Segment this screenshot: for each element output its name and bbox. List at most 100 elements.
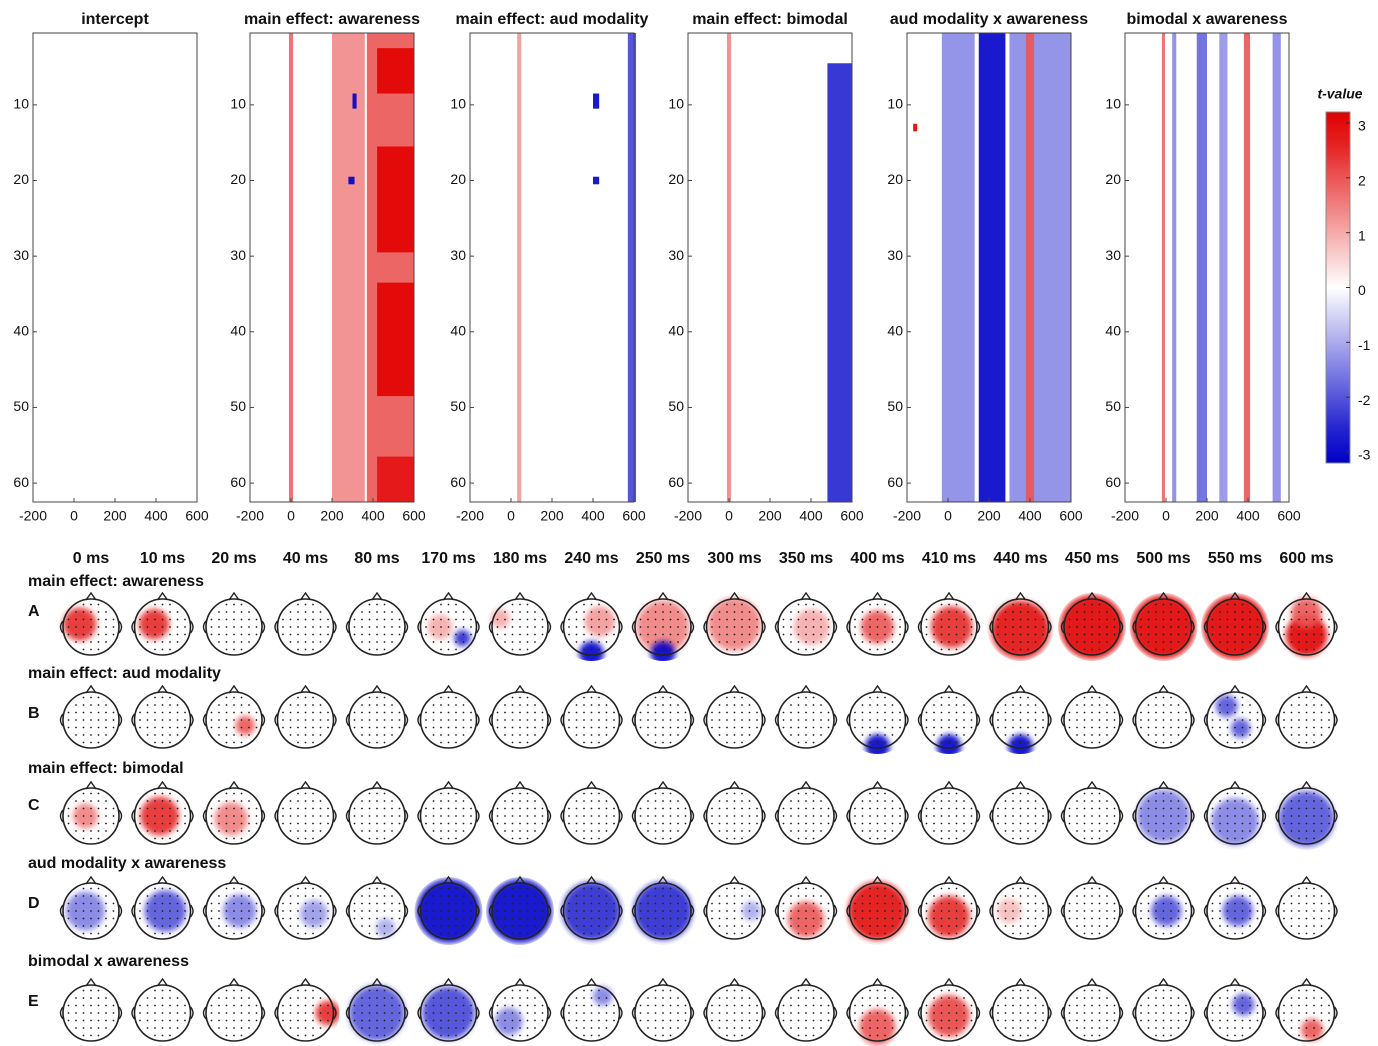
ears xyxy=(59,904,123,918)
topomap xyxy=(936,734,962,754)
electrodes xyxy=(568,603,615,651)
ears xyxy=(417,904,480,918)
head xyxy=(562,984,621,1042)
electrodes xyxy=(1140,887,1187,935)
electrodes xyxy=(425,887,472,935)
topomap xyxy=(1215,695,1251,739)
nose xyxy=(1014,591,1027,601)
topomap xyxy=(636,600,690,661)
nose xyxy=(728,875,741,885)
nose xyxy=(943,875,955,885)
electrodes xyxy=(282,696,329,744)
nose xyxy=(156,780,169,790)
activation-blob xyxy=(1211,798,1259,846)
head xyxy=(991,691,1050,749)
electrodes xyxy=(568,989,615,1037)
cluster xyxy=(352,93,357,109)
electrodes xyxy=(782,603,830,651)
nose xyxy=(800,977,812,987)
nose xyxy=(1300,875,1313,885)
x-tick-label: 200 xyxy=(977,508,1001,524)
electrodes xyxy=(282,603,329,651)
activation-blob xyxy=(928,995,970,1037)
nose xyxy=(1157,977,1170,987)
electrodes xyxy=(1283,792,1330,840)
electrodes xyxy=(139,792,186,840)
head xyxy=(991,984,1050,1042)
y-tick-label: 10 xyxy=(1105,96,1121,112)
head xyxy=(276,691,335,749)
nose xyxy=(85,977,97,987)
cluster xyxy=(978,33,1006,502)
ears xyxy=(560,620,623,634)
activation-blob xyxy=(859,1009,896,1045)
electrodes xyxy=(139,603,186,651)
head xyxy=(991,882,1050,940)
ears xyxy=(917,809,981,823)
y-tick-label: 10 xyxy=(13,96,29,112)
electrodes xyxy=(496,989,544,1037)
time-label: 80 ms xyxy=(354,550,399,567)
y-tick-label: 10 xyxy=(668,96,684,112)
ears xyxy=(1203,1006,1267,1020)
y-tick-label: 20 xyxy=(450,171,466,187)
cluster xyxy=(517,33,522,502)
topomap xyxy=(1232,993,1255,1016)
panel-title: intercept xyxy=(81,11,149,28)
head xyxy=(133,787,192,845)
head xyxy=(1134,598,1193,656)
x-tick-label: 200 xyxy=(1195,508,1219,524)
topomap xyxy=(140,796,180,836)
cluster xyxy=(1272,33,1281,502)
topomap xyxy=(931,606,973,648)
topomap xyxy=(1008,734,1033,754)
head xyxy=(133,984,192,1042)
time-label: 0 ms xyxy=(73,550,110,567)
nose xyxy=(1157,875,1170,885)
electrodes xyxy=(925,603,973,651)
electrodes xyxy=(139,887,186,935)
y-tick-label: 20 xyxy=(668,171,684,187)
y-tick-label: 60 xyxy=(1105,474,1121,490)
ears xyxy=(989,809,1052,823)
electrodes xyxy=(997,696,1044,744)
topomap xyxy=(579,606,616,661)
electrodes xyxy=(139,696,186,744)
electrodes xyxy=(1283,603,1330,651)
nose xyxy=(85,875,97,885)
head xyxy=(491,691,549,749)
electrodes xyxy=(425,696,472,744)
topomap xyxy=(300,900,328,928)
row-title: aud modality x awareness xyxy=(28,855,226,872)
ears xyxy=(1132,713,1195,727)
electrodes xyxy=(425,603,472,651)
head xyxy=(1134,984,1193,1042)
ears xyxy=(774,713,838,727)
head xyxy=(991,598,1050,656)
nose xyxy=(371,684,383,694)
topomap xyxy=(223,894,257,928)
y-tick-label: 50 xyxy=(450,398,466,414)
nose xyxy=(657,684,669,694)
head xyxy=(276,787,335,845)
topomap xyxy=(928,895,970,938)
ears xyxy=(488,713,552,727)
activation-blob xyxy=(708,597,761,651)
electrodes xyxy=(496,792,544,840)
cluster xyxy=(1161,33,1165,502)
nose xyxy=(514,875,526,885)
nose xyxy=(299,591,312,601)
nose xyxy=(585,684,598,694)
colorbar-label: t-value xyxy=(1317,86,1362,102)
head xyxy=(705,691,764,749)
x-tick-label: 400 xyxy=(144,508,168,524)
y-tick-label: 30 xyxy=(230,247,246,263)
ears xyxy=(274,1006,337,1020)
electrodes xyxy=(1068,696,1116,744)
x-tick-label: 0 xyxy=(944,508,952,524)
activation-blob xyxy=(1291,597,1322,629)
cluster xyxy=(941,33,975,502)
activation-blob xyxy=(1232,993,1255,1016)
electrodes xyxy=(997,792,1044,840)
electrodes xyxy=(854,887,901,935)
